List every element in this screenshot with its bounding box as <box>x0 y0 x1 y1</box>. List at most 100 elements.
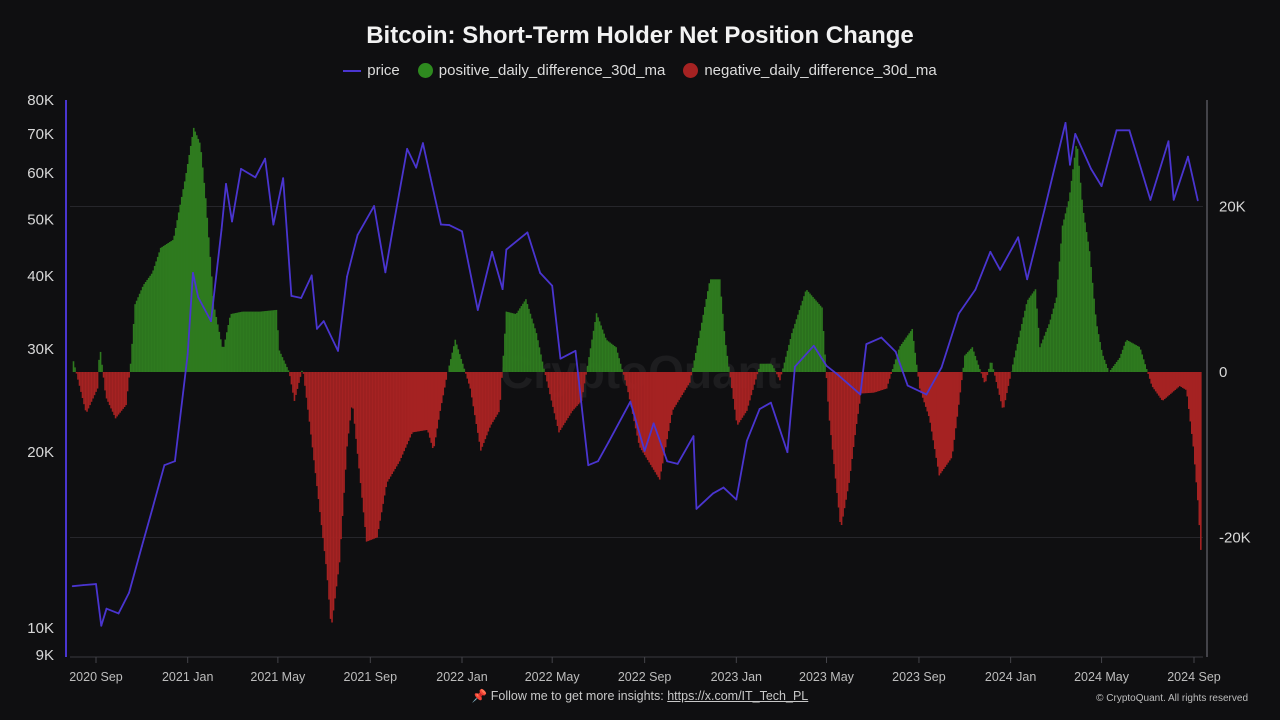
negative-bar <box>941 372 944 472</box>
negative-bar <box>1159 372 1162 398</box>
negative-bar <box>679 372 682 398</box>
negative-bar <box>961 372 963 381</box>
price-line-segment <box>461 230 479 311</box>
positive-bar <box>132 324 135 372</box>
negative-bar <box>661 372 664 464</box>
x-tick-label: 2024 Jan <box>985 670 1036 684</box>
positive-bar <box>601 329 604 372</box>
price-line-segment <box>140 507 154 548</box>
negative-bar <box>376 372 378 538</box>
negative-bar <box>997 372 999 389</box>
price-line-segment <box>692 435 698 510</box>
positive-bar <box>705 299 708 372</box>
positive-bar <box>702 314 705 372</box>
price-line-segment <box>197 296 212 323</box>
price-line-segment <box>629 400 646 452</box>
negative-bar <box>921 372 924 398</box>
positive-bar <box>1085 232 1088 372</box>
negative-bar <box>872 372 874 393</box>
positive-bar <box>765 363 768 372</box>
positive-bar <box>900 343 903 372</box>
negative-bar <box>852 372 855 448</box>
negative-bar <box>927 372 930 417</box>
left-tick-label: 20K <box>27 444 54 461</box>
legend-item-price[interactable]: price <box>343 62 400 79</box>
negative-bar <box>410 372 413 435</box>
positive-bar <box>168 242 171 372</box>
positive-bar <box>1015 350 1017 372</box>
positive-bar <box>1072 169 1074 372</box>
negative-bar <box>744 372 747 414</box>
legend-item-positive[interactable]: positive_daily_difference_30d_ma <box>417 62 665 79</box>
positive-bar <box>233 313 236 372</box>
negative-bar <box>386 372 389 482</box>
negative-bar <box>481 372 484 447</box>
positive-bar <box>771 365 774 372</box>
positive-bar <box>615 347 617 372</box>
legend-item-negative[interactable]: negative_daily_difference_30d_ma <box>683 62 937 79</box>
footer-link[interactable]: https://x.com/IT_Tech_PL <box>667 689 809 703</box>
negative-bar <box>827 372 829 402</box>
negative-bar <box>854 372 856 436</box>
negative-bar <box>685 372 688 388</box>
positive-bar <box>260 311 263 372</box>
price-line-segment <box>505 231 529 251</box>
price-line-segment <box>82 583 97 587</box>
positive-bar <box>220 339 222 372</box>
positive-bar <box>1034 289 1037 372</box>
negative-bar <box>385 372 387 488</box>
price-line-segment <box>373 205 387 274</box>
negative-bar <box>493 372 496 420</box>
positive-bar <box>989 362 992 372</box>
positive-bar <box>259 311 261 372</box>
positive-bar <box>201 167 204 372</box>
positive-bar <box>251 311 254 372</box>
price-line-segment <box>1090 167 1103 188</box>
negative-bar <box>631 372 634 414</box>
negative-bar <box>585 372 587 375</box>
negative-bar <box>416 372 419 432</box>
negative-bar <box>917 372 920 377</box>
negative-bar <box>383 372 386 496</box>
negative-bar <box>735 372 738 421</box>
price-line-segment <box>151 464 166 510</box>
positive-bar <box>1117 359 1119 372</box>
negative-bar <box>884 372 886 390</box>
negative-bar <box>483 372 485 443</box>
positive-bar <box>156 256 159 372</box>
positive-bar <box>1064 213 1067 372</box>
negative-bar <box>1003 372 1005 408</box>
negative-bar <box>1151 372 1154 388</box>
negative-bar <box>845 372 847 500</box>
negative-bar <box>409 372 411 438</box>
negative-bar <box>643 372 646 456</box>
negative-bar <box>840 372 843 526</box>
positive-bar <box>761 363 763 372</box>
negative-bar <box>851 372 853 459</box>
negative-bar <box>1175 372 1178 389</box>
price-line-segment <box>1128 129 1152 201</box>
negative-bar <box>125 372 127 406</box>
negative-bar <box>373 372 375 539</box>
positive-bar <box>200 152 203 372</box>
positive-bar <box>786 350 789 372</box>
negative-bar <box>110 372 112 409</box>
positive-bar <box>152 270 154 372</box>
x-tick-label: 2022 May <box>525 670 581 684</box>
x-tick-label: 2021 Sep <box>344 670 398 684</box>
negative-bar <box>322 372 324 539</box>
negative-bar <box>562 372 565 426</box>
positive-bar <box>800 305 802 372</box>
positive-bar <box>774 371 777 372</box>
positive-bar <box>822 330 825 372</box>
negative-bar <box>424 372 427 431</box>
negative-bar <box>1160 372 1163 400</box>
negative-bar <box>651 372 653 468</box>
negative-bar <box>645 372 647 458</box>
positive-bar <box>619 363 622 372</box>
negative-bar <box>359 372 362 484</box>
price-line-segment <box>812 344 828 367</box>
negative-bar <box>298 372 300 383</box>
negative-bar <box>323 372 326 552</box>
price-line-segment <box>272 177 285 226</box>
